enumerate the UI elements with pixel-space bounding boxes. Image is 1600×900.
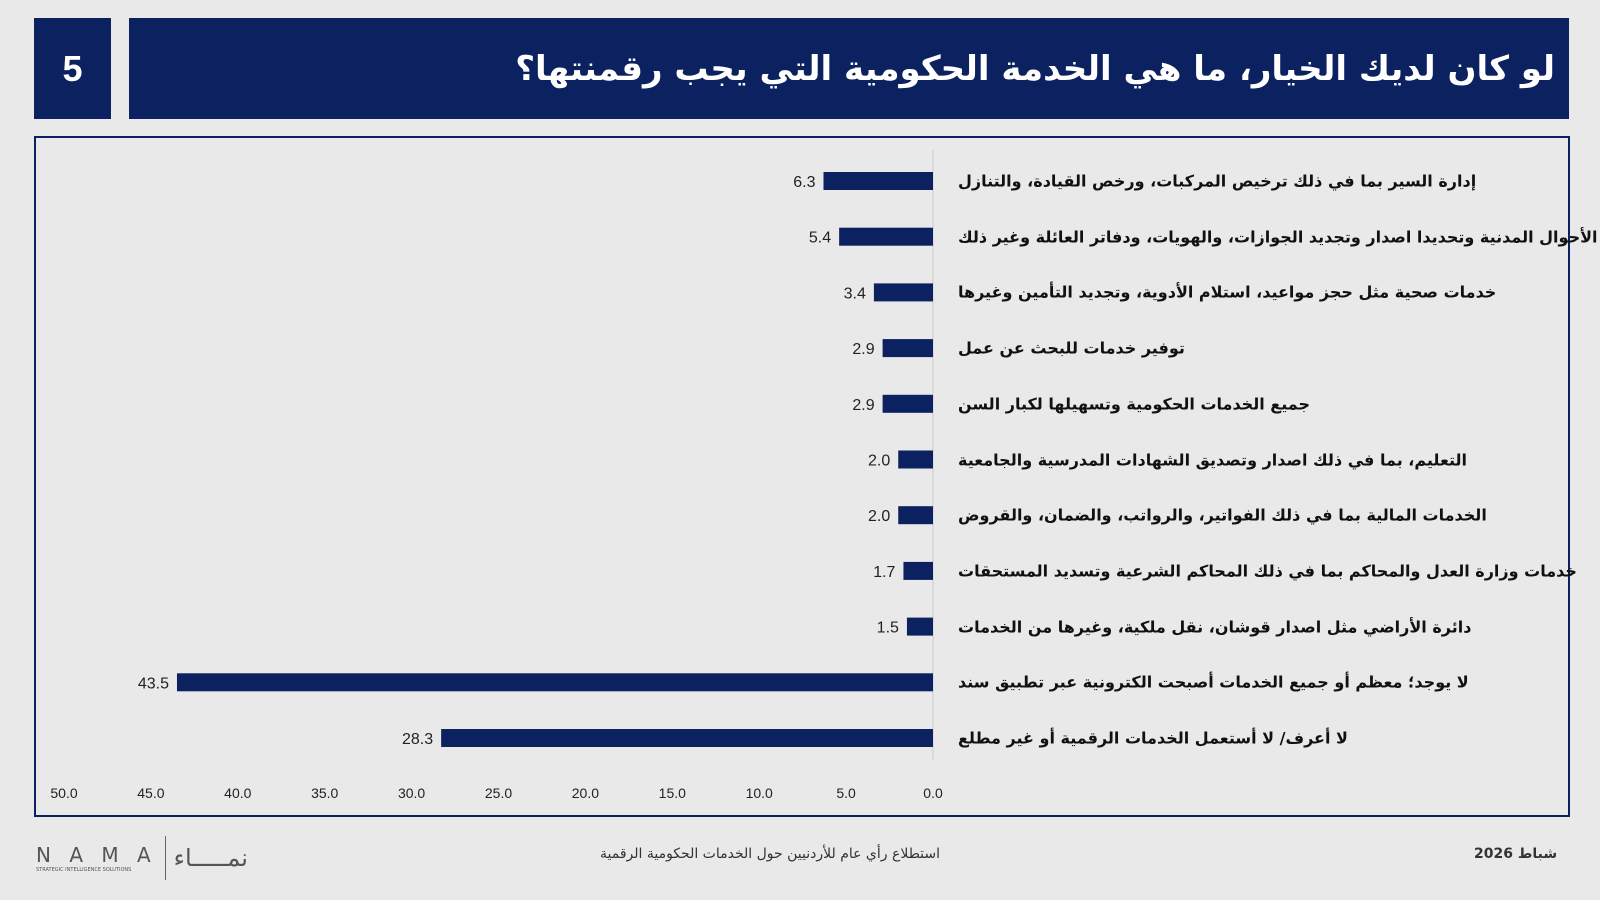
slide-number: 5 [34,18,111,119]
category-label: التعليم، بما في ذلك اصدار وتصديق الشهادا… [958,450,1468,469]
x-tick-label: 5.0 [836,785,856,801]
title-text: لو كان لديك الخيار، ما هي الخدمة الحكومي… [515,48,1555,89]
category-label: الأحوال المدنية وتحديدا اصدار وتجديد الج… [958,227,1598,247]
bar [441,729,933,747]
data-label: 2.0 [868,508,890,525]
category-label: جميع الخدمات الحكومية وتسهيلها لكبار الس… [958,394,1310,414]
category-label: توفير خدمات للبحث عن عمل [958,338,1185,358]
logo-divider [164,836,166,880]
footer-subtitle: استطلاع رأي عام للأردنيين حول الخدمات ال… [600,846,941,862]
category-label: الخدمات المالية بما في ذلك الفواتير، وال… [958,505,1487,525]
data-label: 2.0 [868,453,890,470]
x-tick-label: 15.0 [659,785,686,801]
category-label: إدارة السير بما في ذلك ترخيص المركبات، و… [958,171,1477,191]
bar [873,283,933,302]
data-label: 3.4 [844,285,866,302]
bar [898,506,933,525]
logo-tagline: STRATEGIC INTELLIGENCE SOLUTIONS [36,867,132,873]
category-label: لا أعرف/ لا أستعمل الخدمات الرقمية أو غي… [958,728,1348,748]
x-tick-label: 0.0 [923,785,943,801]
data-label: 43.5 [138,675,169,692]
category-label: خدمات صحية مثل حجز مواعيد، استلام الأدوي… [958,282,1497,302]
x-tick-label: 50.0 [50,785,77,801]
data-label: 1.7 [873,564,895,581]
bar [176,673,934,692]
bar [898,450,933,469]
footer-date: شباط 2026 [1474,846,1558,862]
data-label: 2.9 [852,341,874,358]
category-label: دائرة الأراضي مثل اصدار قوشان، نقل ملكية… [958,617,1472,637]
data-label: 6.3 [793,174,815,191]
bar [882,394,933,413]
bar [823,172,933,190]
x-tick-label: 30.0 [398,785,425,801]
x-tick-label: 25.0 [485,785,512,801]
nama-logo: N A M A STRATEGIC INTELLIGENCE SOLUTIONS… [36,836,248,880]
logo-latin: N A M A [36,843,157,867]
bar [839,227,933,246]
bar [903,561,933,580]
category-label: لا يوجد؛ معظم أو جميع الخدمات أصبحت الكت… [958,672,1469,692]
data-label: 5.4 [809,230,831,247]
data-label: 28.3 [402,731,433,748]
x-tick-label: 45.0 [137,785,164,801]
data-label: 1.5 [877,620,899,637]
logo-arabic: نمـــــاء [173,844,248,872]
bar [882,339,933,358]
chart-frame [34,136,1570,817]
x-tick-label: 35.0 [311,785,338,801]
x-tick-label: 20.0 [572,785,599,801]
data-label: 2.9 [852,397,874,414]
bar [906,617,933,636]
category-label: خدمات وزارة العدل والمحاكم بما في ذلك ال… [958,561,1577,581]
x-tick-label: 40.0 [224,785,251,801]
page-title: لو كان لديك الخيار، ما هي الخدمة الحكومي… [129,18,1569,119]
x-tick-label: 10.0 [746,785,773,801]
